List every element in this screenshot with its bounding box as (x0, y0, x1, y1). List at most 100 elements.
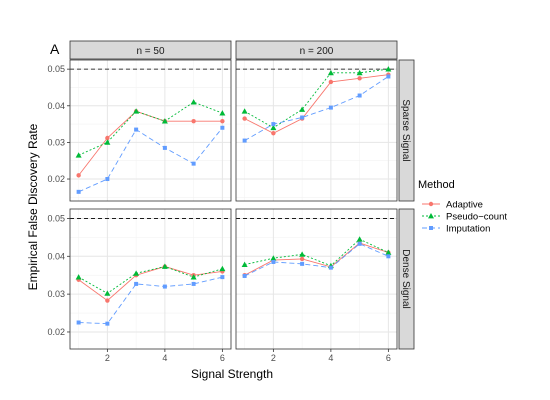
series-line (78, 127, 223, 193)
data-point (386, 254, 391, 259)
legend-label: Imputation (446, 224, 490, 235)
panel-background (70, 209, 231, 349)
y-tick-label: 0.04 (47, 101, 65, 111)
data-point (220, 125, 225, 130)
panel-background (70, 60, 231, 201)
data-point (271, 131, 276, 136)
legend-title: Method (418, 179, 455, 191)
series-line (78, 276, 223, 325)
y-tick-label: 0.03 (47, 289, 65, 299)
legend-key-marker (428, 213, 434, 219)
data-point (104, 139, 111, 145)
data-point (105, 177, 110, 182)
data-point (328, 265, 333, 270)
legend-key-marker (429, 226, 433, 230)
data-point (299, 106, 306, 112)
y-tick-label: 0.03 (47, 137, 65, 147)
panel-border (69, 59, 232, 202)
data-point (191, 118, 196, 124)
data-point (242, 273, 247, 278)
legend-key-marker (428, 201, 434, 207)
data-point (219, 110, 226, 116)
series-line (244, 76, 389, 141)
data-point (161, 118, 168, 124)
data-point (299, 256, 305, 262)
data-point (356, 69, 363, 76)
data-point (76, 189, 81, 194)
facet-strip-row (398, 59, 415, 202)
series-line (244, 74, 389, 134)
data-point (357, 241, 362, 246)
y-tick-label: 0.04 (47, 251, 65, 261)
series-line (244, 242, 389, 276)
data-point (386, 74, 391, 79)
facet-strip-col-label: n = 200 (300, 46, 334, 57)
data-point (328, 79, 334, 85)
data-point (76, 320, 81, 325)
legend-label: Adaptive (446, 200, 483, 211)
facet-strip-col (235, 40, 398, 60)
data-point (75, 152, 82, 158)
data-point (299, 251, 306, 257)
panel-letter: A (50, 41, 60, 57)
data-point (271, 259, 276, 264)
data-point (219, 265, 226, 272)
series-line (244, 243, 389, 277)
data-point (76, 173, 81, 178)
data-point (357, 93, 362, 98)
facet-strip-row (398, 208, 415, 350)
x-tick-label: 6 (220, 353, 225, 363)
legend-label: Pseudo−count (446, 212, 507, 223)
data-point (105, 321, 110, 326)
data-point (220, 275, 225, 280)
x-tick-label: 4 (162, 353, 167, 363)
data-point (241, 108, 248, 114)
data-point (241, 261, 248, 268)
data-point (162, 145, 167, 150)
facet-panel: 2 4 6 (235, 208, 398, 363)
data-point (242, 116, 247, 121)
data-point (105, 298, 110, 303)
data-point (134, 127, 139, 132)
facet-strip-col-label: n = 50 (136, 46, 165, 57)
facet-strip-row-label: Dense Signal (400, 249, 411, 308)
data-point (242, 138, 247, 143)
panel-background (236, 209, 397, 349)
y-tick-label: 0.05 (47, 213, 65, 223)
series-line (78, 266, 223, 294)
facet-strip-col (69, 40, 232, 60)
data-point (133, 108, 140, 114)
data-point (356, 236, 363, 242)
data-point (105, 135, 110, 141)
facet-panel: 0.02 0.03 0.04 0.05 (47, 59, 232, 202)
panel-border (69, 208, 232, 350)
facet-panel: 0.02 0.03 0.04 0.05 2 4 6 (47, 208, 232, 363)
data-point (300, 115, 305, 120)
data-point (75, 274, 82, 280)
facet-strip-row-label: Sparse Signal (400, 99, 411, 161)
data-point (191, 161, 196, 166)
series-line (78, 101, 223, 156)
panel-background (236, 60, 397, 201)
data-point (327, 69, 334, 76)
facet-panels: n = 50 n = 200 Sparse Signal Dense Signal 0.… (47, 40, 415, 363)
data-point (134, 281, 139, 286)
data-point (300, 261, 305, 266)
x-tick-label: 2 (271, 353, 276, 363)
panel-border (235, 208, 398, 350)
facet-panel (235, 59, 398, 202)
x-tick-label: 4 (328, 353, 333, 363)
data-point (190, 99, 197, 105)
data-point (270, 124, 277, 131)
y-axis-title: Empirical False Discovery Rate (26, 123, 40, 290)
y-tick-label: 0.02 (47, 174, 65, 184)
data-point (385, 249, 392, 255)
series-line (78, 266, 223, 302)
x-tick-label: 6 (386, 353, 391, 363)
data-point (161, 263, 168, 269)
data-point (162, 284, 167, 289)
x-tick-label: 2 (105, 353, 110, 363)
data-point (190, 274, 197, 280)
